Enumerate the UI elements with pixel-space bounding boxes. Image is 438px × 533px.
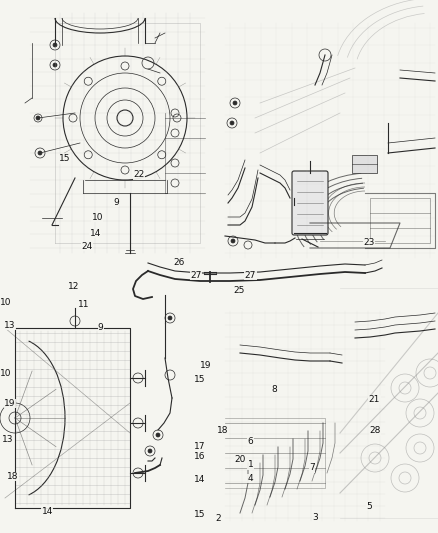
Circle shape [168,316,172,320]
Text: 19: 19 [200,361,212,369]
Text: 6: 6 [247,437,254,446]
Text: 8: 8 [271,385,277,393]
Text: 12: 12 [68,282,79,290]
Text: 27: 27 [191,271,202,279]
Circle shape [148,449,152,453]
Text: 9: 9 [113,198,119,207]
Text: 14: 14 [194,475,205,484]
Text: 4: 4 [248,474,253,483]
Text: 10: 10 [0,369,11,377]
Text: 19: 19 [4,399,15,408]
Circle shape [53,43,57,47]
Text: 2: 2 [215,514,221,522]
Text: 15: 15 [59,155,71,163]
Circle shape [233,101,237,105]
Circle shape [38,151,42,155]
Text: 28: 28 [369,426,381,435]
Text: 10: 10 [0,298,12,306]
Text: 20: 20 [234,455,246,464]
Text: 3: 3 [312,513,318,521]
Text: 26: 26 [173,258,184,266]
Circle shape [156,433,160,437]
Text: 10: 10 [92,213,103,222]
Text: 5: 5 [366,502,372,511]
Text: 27: 27 [245,271,256,279]
Text: 9: 9 [98,323,104,332]
Circle shape [230,121,234,125]
Text: 18: 18 [217,426,228,435]
Circle shape [231,239,235,243]
Text: 15: 15 [194,375,205,384]
FancyBboxPatch shape [292,171,328,235]
Text: 7: 7 [309,464,315,472]
Text: 21: 21 [369,395,380,404]
Circle shape [53,63,57,67]
Text: 17: 17 [194,442,205,451]
Text: 13: 13 [2,435,14,443]
Text: 11: 11 [78,301,89,309]
Text: 18: 18 [7,472,19,481]
Text: 14: 14 [42,507,53,516]
Circle shape [36,116,40,120]
Text: 23: 23 [363,238,374,247]
Bar [352,155,377,173]
Text: 14: 14 [90,229,101,238]
Text: 22: 22 [134,171,145,179]
Text: 1: 1 [247,461,254,469]
Text: 15: 15 [194,510,205,519]
Text: 16: 16 [194,452,205,461]
Text: 13: 13 [4,321,15,329]
Text: 24: 24 [81,242,92,251]
Text: 25: 25 [233,286,244,295]
